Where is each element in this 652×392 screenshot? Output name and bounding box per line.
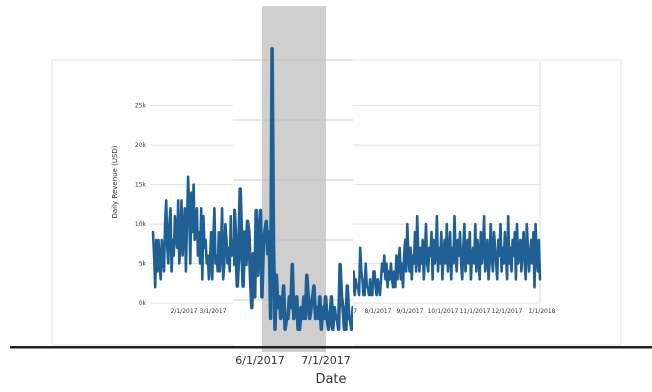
x-tick-label: 12/1/2017 xyxy=(492,308,523,315)
y-axis-label: Daily Revenue (USD) xyxy=(111,145,119,218)
x-tick-label: 2/1/2017 xyxy=(171,308,198,315)
y-tick-label: 15k xyxy=(135,182,147,189)
zoom-x-tick-label: 6/1/2017 xyxy=(235,354,284,367)
divider-line xyxy=(10,346,652,349)
x-tick-label: 1/1/2018 xyxy=(529,308,556,315)
zoom-x-axis-label: Date xyxy=(315,372,346,387)
zoom-x-tick-label: 7/1/2017 xyxy=(301,354,350,367)
x-axis-tick-labels: 2/1/2017 3/1/2017 7 8/1/2017 9/1/2017 10/1/20… xyxy=(171,308,556,315)
x-tick-label: 8/1/2017 xyxy=(365,308,392,315)
y-tick-label: 5k xyxy=(139,261,147,268)
zoom-series-line xyxy=(233,46,353,332)
y-tick-label: 0k xyxy=(139,300,147,307)
x-tick-label: 10/1/2017 xyxy=(428,308,459,315)
x-tick-label: 3/1/2017 xyxy=(200,308,227,315)
y-tick-label: 20k xyxy=(135,142,147,149)
x-tick-label: 11/1/2017 xyxy=(460,308,491,315)
x-tick-label: 7 xyxy=(353,308,357,315)
zoom-panel: 6/1/2017 7/1/2017 Date xyxy=(233,6,353,392)
x-tick-label: 9/1/2017 xyxy=(397,308,424,315)
y-tick-label: 10k xyxy=(135,221,147,228)
y-tick-label: 25k xyxy=(135,103,147,110)
zoom-x-axis-tick-labels: 6/1/2017 7/1/2017 xyxy=(235,354,350,367)
y-axis-tick-labels: 0k 5k 10k 15k 20k 25k xyxy=(135,103,147,307)
